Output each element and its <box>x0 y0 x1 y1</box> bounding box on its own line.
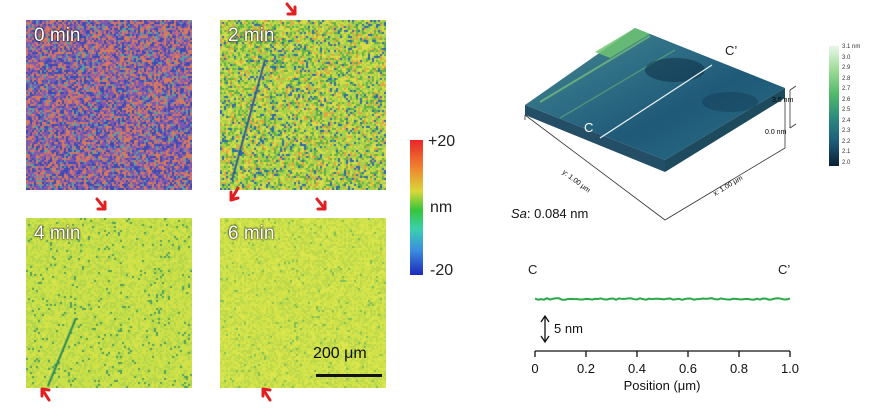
profile-x-tick-label: 1.0 <box>781 361 799 376</box>
map-4min: 4 min <box>26 218 192 388</box>
surface-colorbar-tick: 2.3 <box>842 128 851 134</box>
surface-colorbar-tick: 2.8 <box>842 75 851 82</box>
surface-colorbar-tick: 2.5 <box>842 107 851 113</box>
arrow-icon <box>229 186 240 202</box>
profile-x-label: Position (μm) <box>624 378 701 393</box>
surface-front-left <box>525 105 665 172</box>
map-6min: 6 min <box>220 218 386 388</box>
surface-front-right <box>665 88 785 172</box>
scale-bar <box>316 374 382 377</box>
sa-symbol: Sa <box>511 206 527 221</box>
arrow-icon <box>315 197 327 211</box>
surface-colorbar-tick: 3.0 <box>842 54 851 61</box>
arrow-icon <box>261 387 272 402</box>
map-4min-image <box>26 218 192 388</box>
scale-bar-label: 200 μm <box>313 345 367 362</box>
map-0min-image <box>26 20 192 190</box>
profile-right-marker: C’ <box>778 262 791 277</box>
profile-line <box>534 297 791 301</box>
profile-x-tick-label: 0 <box>531 361 538 376</box>
profile-x-tick-label: 0.2 <box>577 361 595 376</box>
profile-line <box>599 64 713 139</box>
profile-chart: 5 nm 0 0.2 0.4 0.6 0.8 1.0 Position (μm) <box>531 297 799 393</box>
map-4min-label: 4 min <box>34 223 81 244</box>
map-6min-label: 6 min <box>228 223 275 244</box>
z-top-label: 3.5 nm <box>772 97 794 104</box>
surface-3d: C C’ y: 1.00 μm x: 1.00 μm 3.5 nm 0.0 nm <box>524 28 797 221</box>
map-0min: 0 min <box>26 20 192 190</box>
map-6min-image <box>220 218 386 388</box>
profile-left-marker: C <box>528 262 538 277</box>
surface-colorbar-tick: 2.6 <box>842 96 851 103</box>
arrow-icon <box>40 387 51 402</box>
surface-colorbar <box>829 46 839 166</box>
arrow-icon <box>285 2 297 16</box>
colorbar-min-label: -20 <box>430 262 454 279</box>
marker-c: C <box>584 120 593 135</box>
sa-label: Sa: 0.084 nm <box>511 206 588 221</box>
map-2min: 2 min <box>220 20 386 190</box>
profile-x-tick-label: 0.8 <box>730 361 748 376</box>
surface-colorbar-tick: 2.4 <box>842 117 851 124</box>
marker-c-prime: C’ <box>725 43 737 58</box>
surface-colorbar-tick: 3.1 nm <box>842 44 861 50</box>
map-0min-label: 0 min <box>34 25 81 46</box>
colorbar <box>410 140 423 275</box>
surface-colorbar-tick: 2.1 <box>842 149 851 155</box>
y-axis-label: y: 1.00 μm <box>561 169 592 194</box>
colorbar-unit-label: nm <box>430 199 453 216</box>
surface-colorbar-tick: 2.2 <box>842 138 851 145</box>
profile-x-tick-label: 0.6 <box>679 361 697 376</box>
map-2min-label: 2 min <box>228 25 275 46</box>
sa-value: : 0.084 nm <box>526 206 589 221</box>
surface-colorbar-tick: 2.7 <box>842 86 851 92</box>
colorbar-max-label: +20 <box>428 133 456 150</box>
arrow-icon <box>95 197 107 211</box>
z-bottom-label: 0.0 nm <box>765 129 787 136</box>
profile-scale-label: 5 nm <box>554 321 583 336</box>
surface-colorbar-tick: 2.9 <box>842 65 851 71</box>
profile-x-tick-label: 0.4 <box>628 361 646 376</box>
x-axis-label: x: 1.00 μm <box>712 175 744 198</box>
map-2min-image <box>220 20 386 190</box>
surface-colorbar-tick: 2.0 <box>842 159 851 166</box>
